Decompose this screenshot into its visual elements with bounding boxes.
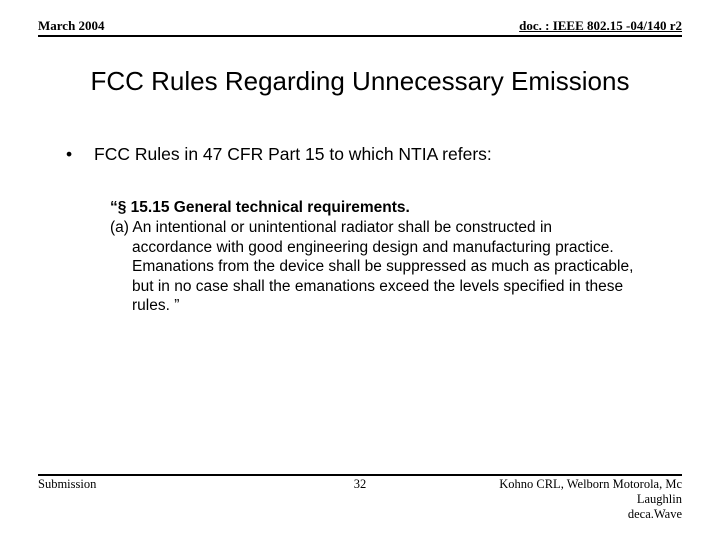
bullet-item: • FCC Rules in 47 CFR Part 15 to which N… xyxy=(66,144,670,165)
header-date: March 2004 xyxy=(38,18,105,34)
footer-authors: Kohno CRL, Welborn Motorola, Mc Laughlin xyxy=(499,477,682,506)
footer-left: Submission xyxy=(38,477,253,492)
slide-header: March 2004 doc. : IEEE 802.15 -04/140 r2 xyxy=(38,18,682,37)
footer-page-number: 32 xyxy=(253,477,468,492)
slide-title: FCC Rules Regarding Unnecessary Emission… xyxy=(0,66,720,97)
quote-line-a: (a) An intentional or unintentional radi… xyxy=(110,218,658,237)
bullet-marker: • xyxy=(66,144,94,165)
quote-body-rest: accordance with good engineering design … xyxy=(110,238,658,316)
quote-heading: “§ 15.15 General technical requirements. xyxy=(110,198,658,217)
slide-footer: Submission 32 Kohno CRL, Welborn Motorol… xyxy=(38,474,682,522)
footer-org: deca.Wave xyxy=(467,507,682,522)
bullet-text: FCC Rules in 47 CFR Part 15 to which NTI… xyxy=(94,144,492,165)
footer-right: Kohno CRL, Welborn Motorola, Mc Laughlin… xyxy=(467,477,682,522)
quote-block: “§ 15.15 General technical requirements.… xyxy=(110,198,658,315)
header-doc-id: doc. : IEEE 802.15 -04/140 r2 xyxy=(519,18,682,34)
